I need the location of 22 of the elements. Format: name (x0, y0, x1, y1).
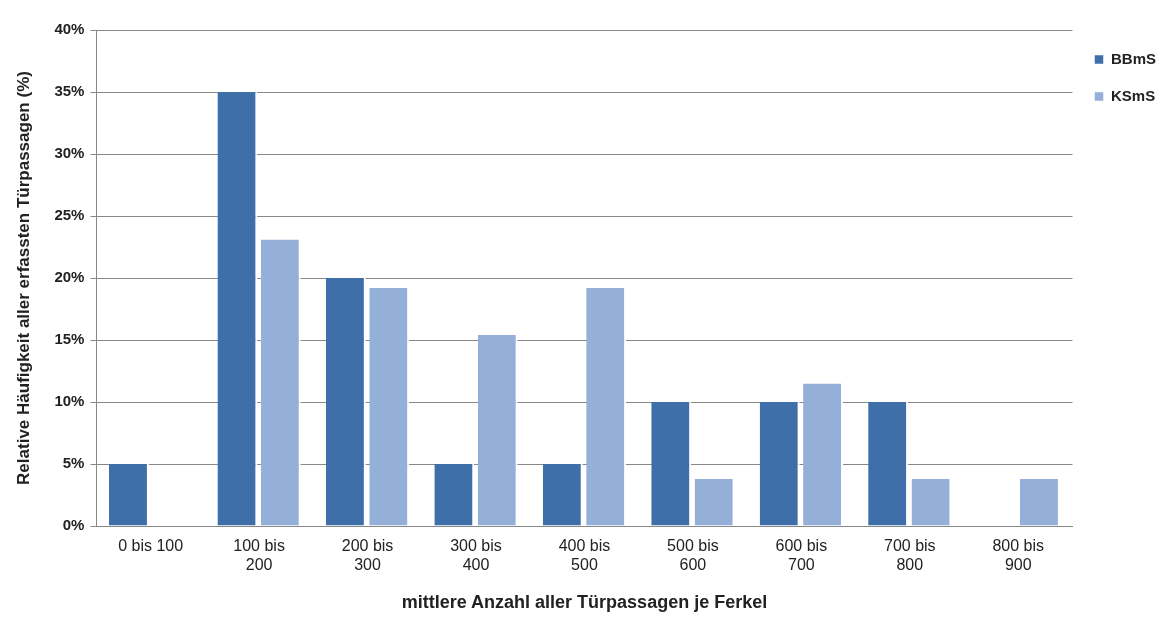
x-tick-label: 500 bis 600 (667, 537, 719, 574)
y-tick-label: 40% (54, 20, 85, 38)
y-tick-label: 5% (62, 454, 85, 472)
x-tick-label: 800 bis 900 (992, 537, 1045, 574)
x-tick-label: 600 bis 700 (775, 537, 828, 574)
x-tick-label: 300 bis 400 (450, 537, 502, 574)
x-tick-label: 400 bis 500 (558, 537, 611, 574)
y-tick-label: 30% (54, 144, 85, 162)
y-tick-label: 35% (54, 82, 85, 100)
legend-label: KSmS (1110, 86, 1156, 104)
x-tick-label: 100 bis 200 (233, 537, 285, 574)
x-tick-label: 200 bis 300 (341, 537, 394, 574)
y-tick-label: 10% (54, 392, 85, 410)
y-tick-label: 15% (54, 330, 85, 348)
y-tick-label: 0% (62, 516, 85, 534)
x-tick-label: 0 bis 100 (118, 537, 184, 555)
y-axis-title: Relative Häufigkeit aller erfassten Türpassagen (%) (13, 71, 33, 485)
x-axis-title: mittlere Anzahl aller Türpassagen je Ferkel (401, 592, 768, 613)
y-tick-label: 25% (54, 206, 85, 224)
y-tick-label: 20% (54, 268, 85, 286)
x-tick-label: 700 bis 800 (884, 537, 936, 574)
legend-label: BBmS (1110, 49, 1157, 67)
